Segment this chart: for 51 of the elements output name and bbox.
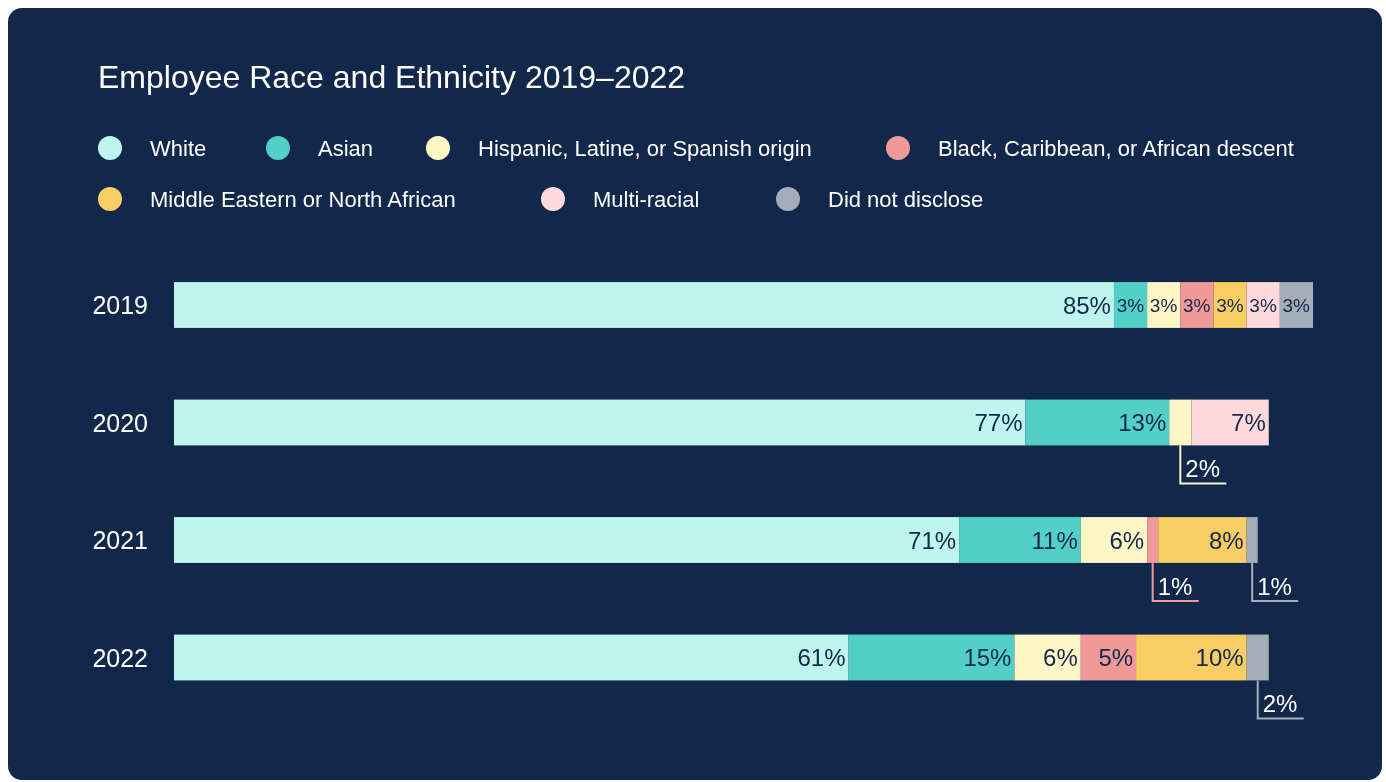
chart-title: Employee Race and Ethnicity 2019–2022 <box>98 59 686 95</box>
bar <box>1213 282 1247 328</box>
data-label: 3% <box>1216 294 1244 316</box>
legend-label: Middle Eastern or North African <box>150 186 456 212</box>
legend-label: Did not disclose <box>828 186 984 212</box>
data-label: 3% <box>1183 294 1211 316</box>
data-label: 71% <box>908 526 957 554</box>
bar <box>1246 634 1269 681</box>
data-label: 1% <box>1257 572 1292 600</box>
data-label: 3% <box>1249 294 1277 316</box>
data-label: 11% <box>1031 526 1078 554</box>
data-label: 8% <box>1208 526 1244 554</box>
data-label: 61% <box>797 644 846 671</box>
bar <box>174 399 1026 446</box>
data-label: 15% <box>963 644 1012 671</box>
bar <box>959 517 1081 563</box>
bar <box>1147 517 1159 563</box>
data-label: 77% <box>974 409 1023 436</box>
bar <box>1246 517 1258 563</box>
bar <box>174 634 849 681</box>
legend-label: Black, Caribbean, or African descent <box>938 135 1294 161</box>
data-label: 6% <box>1109 526 1145 554</box>
bar <box>1080 517 1148 563</box>
bar <box>174 517 960 563</box>
y-tick-label: 2021 <box>92 526 148 554</box>
y-tick-label: 2019 <box>92 291 148 319</box>
bar <box>848 634 1015 681</box>
data-label: 3% <box>1116 294 1145 316</box>
bar <box>1025 399 1170 446</box>
data-label: 2% <box>1262 690 1298 718</box>
bar <box>174 282 1114 328</box>
legend-label: Multi-racial <box>593 186 700 212</box>
data-label: 1% <box>1157 572 1193 600</box>
data-label: 13% <box>1118 409 1167 436</box>
legend-label: Hispanic, Latine, or Spanish origin <box>478 135 812 161</box>
bar <box>1136 634 1247 681</box>
bar <box>1158 517 1247 563</box>
bar <box>1169 399 1192 446</box>
data-label: 5% <box>1098 644 1134 671</box>
bar <box>1191 399 1269 446</box>
legend-label: Asian <box>318 135 374 161</box>
data-label: 85% <box>1062 291 1111 319</box>
data-label: 6% <box>1043 644 1078 671</box>
legend-label: White <box>150 135 207 161</box>
data-label: 3% <box>1282 294 1311 316</box>
data-label: 2% <box>1185 455 1220 483</box>
data-label: 7% <box>1231 409 1266 436</box>
data-label: 10% <box>1195 644 1244 671</box>
y-tick-label: 2022 <box>92 643 148 672</box>
data-label: 3% <box>1149 294 1178 316</box>
y-tick-label: 2020 <box>92 408 148 437</box>
